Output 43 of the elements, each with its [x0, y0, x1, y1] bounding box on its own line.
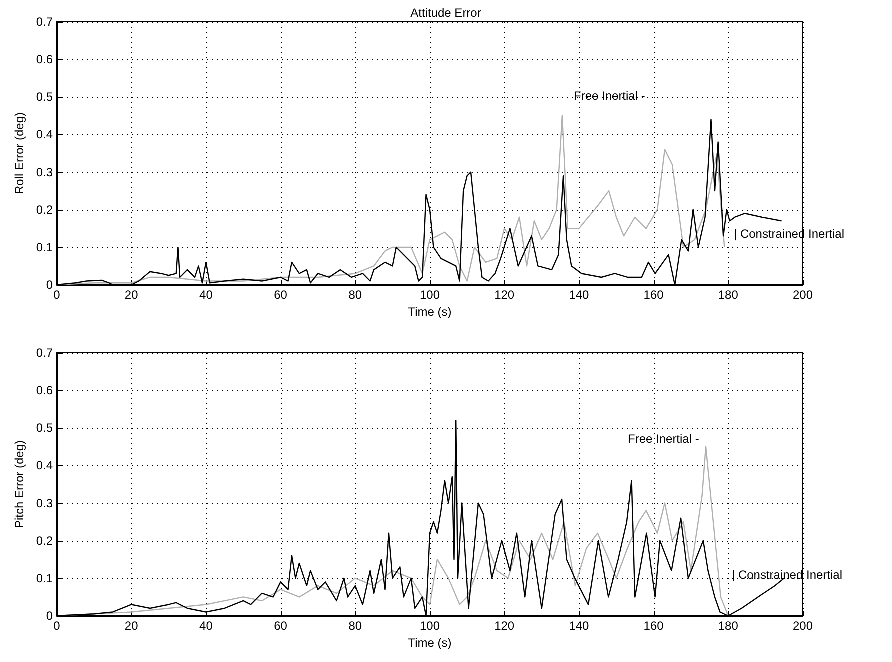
x-tick-label: 160	[644, 288, 664, 302]
x-tick-label: 140	[569, 619, 590, 633]
x-tick-label: 180	[718, 619, 739, 633]
x-tick-label: 80	[348, 619, 362, 633]
y-tick-label: 0.6	[36, 52, 54, 67]
x-tick-label: 60	[274, 619, 288, 633]
x-tick-label: 200	[792, 619, 814, 633]
y-tick-label: 0.3	[36, 165, 54, 180]
y-tick-label: 0	[46, 278, 54, 292]
x-tick-label: 120	[494, 619, 515, 633]
y-tick-label: 0.4	[36, 128, 54, 142]
y-tick-label: 0.7	[36, 346, 54, 360]
x-tick-label: 40	[200, 288, 214, 302]
x-tick-label: 200	[792, 288, 814, 302]
x-tick-label: 20	[124, 619, 139, 633]
x-tick-label: 80	[348, 288, 362, 302]
chart-title: Attitude Error	[410, 6, 482, 20]
y-tick-label: 0.2	[36, 202, 54, 217]
x-tick-label: 100	[420, 619, 440, 633]
y-tick-label: 0	[46, 609, 54, 623]
y-tick-label: 0.1	[36, 240, 54, 254]
y-tick-label: 0.5	[36, 90, 54, 104]
y-tick-label: 0.5	[36, 421, 54, 436]
x-tick-label: 180	[718, 288, 739, 302]
y-axis-title: Pitch Error (deg)	[12, 440, 26, 529]
x-tick-label: 60	[274, 288, 288, 302]
y-tick-label: 0.7	[36, 15, 54, 29]
x-axis-title: Time (s)	[408, 636, 452, 650]
x-tick-label: 20	[124, 288, 139, 302]
y-tick-label: 0.3	[36, 496, 54, 510]
series-label: | Constrained Inertial	[732, 568, 843, 582]
y-tick-label: 0.1	[36, 571, 54, 586]
x-tick-label: 100	[420, 288, 440, 302]
y-tick-label: 0.4	[36, 458, 54, 473]
series-label: Free Inertial -	[628, 432, 700, 446]
x-tick-label: 140	[569, 288, 590, 302]
x-tick-label: 160	[644, 619, 664, 633]
x-tick-label: 120	[494, 288, 515, 302]
y-tick-label: 0.2	[36, 534, 54, 548]
x-tick-label: 40	[200, 619, 214, 633]
x-axis-title: Time (s)	[408, 304, 452, 319]
y-tick-label: 0.6	[36, 384, 54, 398]
y-axis-title: Roll Error (deg)	[12, 112, 26, 195]
